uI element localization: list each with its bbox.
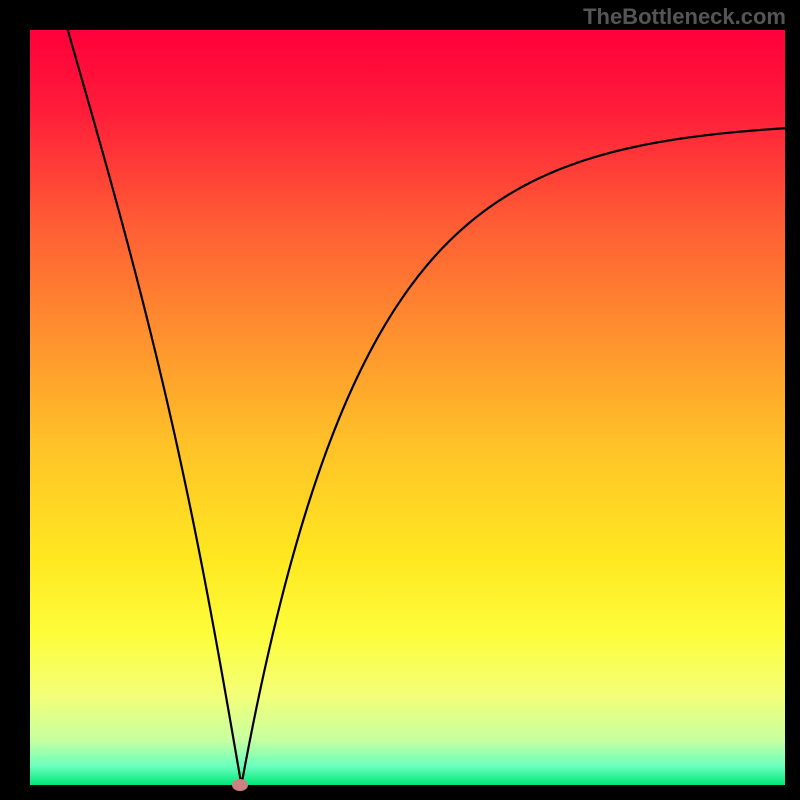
gradient-background xyxy=(30,30,785,785)
chart-frame: TheBottleneck.com xyxy=(0,0,800,800)
minimum-marker xyxy=(232,779,248,791)
watermark-label: TheBottleneck.com xyxy=(583,4,786,30)
plot-area xyxy=(30,30,785,785)
plot-svg xyxy=(30,30,785,785)
